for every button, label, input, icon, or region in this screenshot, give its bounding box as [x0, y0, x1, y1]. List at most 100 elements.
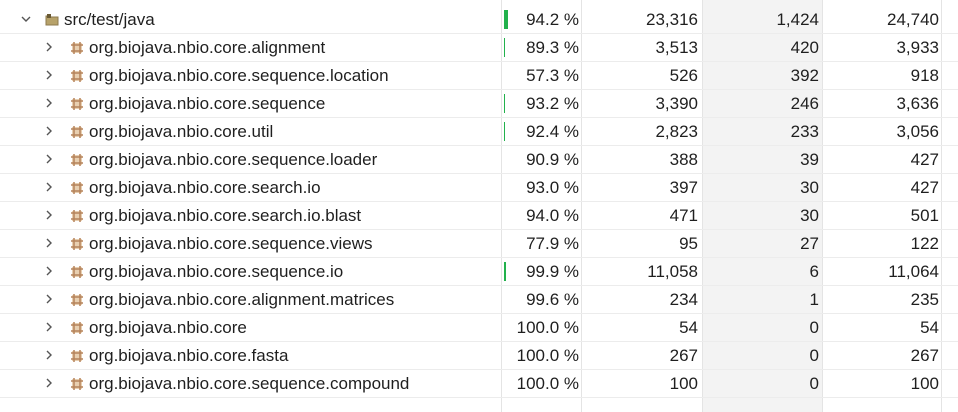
- element-name: org.biojava.nbio.core.sequence: [89, 94, 326, 113]
- tree-row[interactable]: org.biojava.nbio.core 100.0 % 54 0 54: [0, 314, 958, 342]
- tree-row[interactable]: org.biojava.nbio.core.alignment.matrices…: [0, 286, 958, 314]
- tree-row[interactable]: org.biojava.nbio.core.fasta 100.0 % 267 0 26…: [0, 342, 958, 370]
- package-icon: [70, 377, 84, 391]
- coverage-value: 92.4 %: [526, 122, 579, 141]
- tree-row[interactable]: org.biojava.nbio.core.util 92.4 % 2,823 233…: [0, 118, 958, 146]
- chevron-right-icon[interactable]: [42, 40, 56, 54]
- element-name: org.biojava.nbio.core.search.io: [89, 178, 321, 197]
- column-divider: [501, 0, 502, 412]
- missed-instructions: 233: [790, 122, 819, 141]
- coverage-value: 99.6 %: [526, 290, 579, 309]
- total-instructions: 24,740: [887, 10, 939, 29]
- package-icon: [70, 209, 84, 223]
- coverage-value: 93.0 %: [526, 178, 579, 197]
- coverage-bar: [504, 122, 505, 141]
- chevron-down-icon[interactable]: [19, 12, 33, 26]
- total-instructions: 3,636: [896, 94, 939, 113]
- package-icon: [70, 41, 84, 55]
- total-instructions: 122: [910, 234, 939, 253]
- coverage-bar: [504, 38, 505, 57]
- element-name: org.biojava.nbio.core: [89, 318, 247, 337]
- missed-instructions: 6: [809, 262, 819, 281]
- element-name: org.biojava.nbio.core.util: [89, 122, 274, 141]
- missed-instructions: 0: [809, 374, 819, 393]
- covered-instructions: 11,058: [647, 262, 698, 281]
- covered-instructions: 388: [669, 150, 698, 169]
- chevron-right-icon[interactable]: [42, 320, 56, 334]
- missed-instructions: 39: [800, 150, 819, 169]
- tree-row[interactable]: org.biojava.nbio.core.sequence.location 5…: [0, 62, 958, 90]
- chevron-right-icon[interactable]: [42, 152, 56, 166]
- missed-instructions: 0: [809, 346, 819, 365]
- missed-instructions: 1,424: [776, 10, 819, 29]
- package-icon: [70, 69, 84, 83]
- coverage-bar: [504, 262, 506, 281]
- tree-row[interactable]: org.biojava.nbio.core.sequence.loader 90.…: [0, 146, 958, 174]
- total-instructions: 427: [910, 150, 939, 169]
- coverage-bar: [504, 94, 505, 113]
- total-instructions: 918: [910, 66, 939, 85]
- covered-instructions: 23,316: [646, 10, 698, 29]
- covered-instructions: 2,823: [655, 122, 698, 141]
- chevron-right-icon[interactable]: [42, 68, 56, 82]
- chevron-right-icon[interactable]: [42, 348, 56, 362]
- tree-row[interactable]: org.biojava.nbio.core.sequence.io 99.9 % 1…: [0, 258, 958, 286]
- chevron-right-icon[interactable]: [42, 376, 56, 390]
- coverage-value: 94.0 %: [526, 206, 579, 225]
- total-instructions: 235: [910, 290, 939, 309]
- element-name: org.biojava.nbio.core.sequence.loader: [89, 150, 378, 169]
- element-name: org.biojava.nbio.core.sequence.location: [89, 66, 389, 85]
- chevron-right-icon[interactable]: [42, 236, 56, 250]
- coverage-value: 93.2 %: [526, 94, 579, 113]
- coverage-value: 100.0 %: [516, 318, 579, 337]
- element-name: org.biojava.nbio.core.search.io.blast: [89, 206, 362, 225]
- element-name: org.biojava.nbio.core.sequence.io: [89, 262, 344, 281]
- coverage-value: 89.3 %: [526, 38, 579, 57]
- chevron-right-icon[interactable]: [42, 180, 56, 194]
- coverage-value: 57.3 %: [526, 66, 579, 85]
- missed-instructions: 246: [790, 94, 819, 113]
- chevron-right-icon[interactable]: [42, 264, 56, 278]
- chevron-right-icon[interactable]: [42, 208, 56, 222]
- chevron-right-icon[interactable]: [42, 124, 56, 138]
- missed-column-shade: [703, 0, 822, 412]
- coverage-value: 100.0 %: [516, 346, 579, 365]
- chevron-right-icon[interactable]: [42, 292, 56, 306]
- tree-row[interactable]: org.biojava.nbio.core.search.io 93.0 % 397…: [0, 174, 958, 202]
- element-name: src/test/java: [64, 10, 155, 29]
- package-icon: [70, 349, 84, 363]
- tree-row[interactable]: org.biojava.nbio.core.sequence 93.2 % 3,39…: [0, 90, 958, 118]
- coverage-bar: [504, 10, 508, 29]
- total-instructions: 54: [920, 318, 939, 337]
- column-divider: [941, 0, 942, 412]
- element-name: org.biojava.nbio.core.fasta: [89, 346, 289, 365]
- missed-instructions: 1: [809, 290, 819, 309]
- tree-row-root[interactable]: src/test/java 94.2 % 23,316 1,424 24,740: [0, 6, 958, 34]
- tree-row[interactable]: org.biojava.nbio.core.sequence.compound 1…: [0, 370, 958, 398]
- missed-instructions: 27: [800, 234, 819, 253]
- covered-instructions: 95: [679, 234, 698, 253]
- column-divider: [581, 0, 582, 412]
- package-icon: [70, 265, 84, 279]
- total-instructions: 501: [910, 206, 939, 225]
- coverage-value: 77.9 %: [526, 234, 579, 253]
- total-instructions: 267: [910, 346, 939, 365]
- package-icon: [70, 321, 84, 335]
- element-name: org.biojava.nbio.core.alignment: [89, 38, 326, 57]
- element-name: org.biojava.nbio.core.sequence.compound: [89, 374, 410, 393]
- tree-row[interactable]: org.biojava.nbio.core.sequence.views 77.9…: [0, 230, 958, 258]
- tree-row[interactable]: org.biojava.nbio.core.alignment 89.3 % 3,5…: [0, 34, 958, 62]
- package-icon: [70, 97, 84, 111]
- missed-instructions: 30: [800, 206, 819, 225]
- covered-instructions: 3,390: [655, 94, 698, 113]
- covered-instructions: 397: [669, 178, 698, 197]
- missed-instructions: 30: [800, 178, 819, 197]
- chevron-right-icon[interactable]: [42, 96, 56, 110]
- covered-instructions: 3,513: [655, 38, 698, 57]
- tree-row[interactable]: org.biojava.nbio.core.search.io.blast 94.…: [0, 202, 958, 230]
- total-instructions: 11,064: [888, 262, 939, 281]
- covered-instructions: 100: [669, 374, 698, 393]
- coverage-value: 94.2 %: [526, 10, 579, 29]
- covered-instructions: 526: [669, 66, 698, 85]
